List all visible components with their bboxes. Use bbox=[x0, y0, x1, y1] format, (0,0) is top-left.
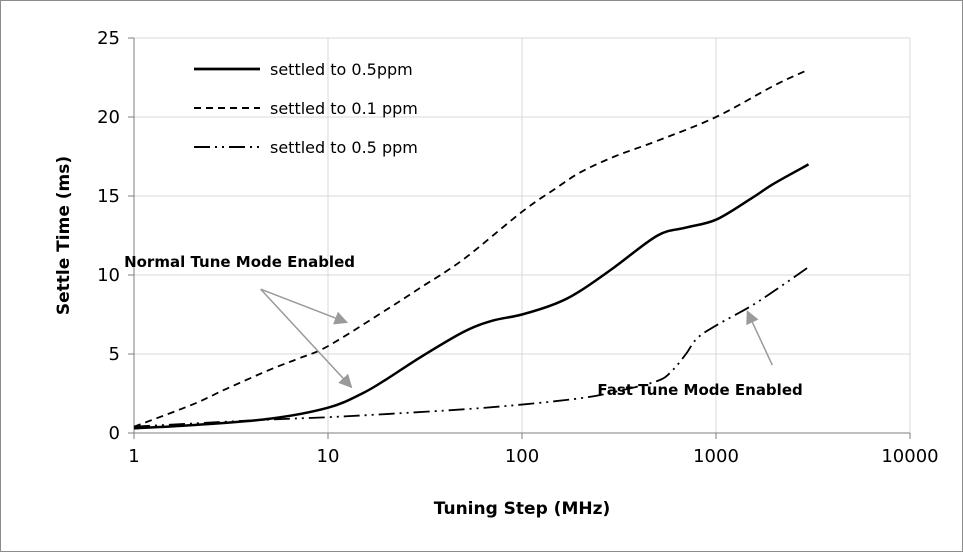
x-tick-label: 10 bbox=[317, 446, 340, 467]
annotation-label-2: Fast Tune Mode Enabled bbox=[597, 381, 802, 399]
x-tick-label: 1 bbox=[128, 446, 139, 467]
series-line-2 bbox=[133, 68, 809, 428]
x-tick-label: 10000 bbox=[881, 446, 938, 467]
annotations: Normal Tune Mode Enabled Fast Tune Mode E… bbox=[124, 253, 803, 399]
legend-label-1: settled to 0.5ppm bbox=[270, 60, 413, 79]
annotation-arrow-2-1 bbox=[746, 310, 773, 366]
y-tick-label: 10 bbox=[97, 265, 120, 286]
y-tick-label: 0 bbox=[109, 423, 120, 444]
annotation-label-1: Normal Tune Mode Enabled bbox=[124, 253, 355, 271]
gridlines bbox=[134, 37, 911, 433]
y-tick-label: 5 bbox=[109, 344, 120, 365]
y-tick-label: 15 bbox=[97, 186, 120, 207]
tick-labels: 0 5 10 15 20 25 1 10 100 1000 10000 bbox=[97, 28, 939, 467]
axis-titles: Tuning Step (MHz) Settle Time (ms) bbox=[54, 156, 610, 519]
x-tick-label: 100 bbox=[505, 446, 539, 467]
y-tick-label: 25 bbox=[97, 28, 120, 49]
legend-label-2: settled to 0.1 ppm bbox=[270, 99, 418, 118]
x-axis-title: Tuning Step (MHz) bbox=[434, 499, 611, 519]
axes bbox=[128, 37, 911, 439]
y-tick-label: 20 bbox=[97, 107, 120, 128]
x-tick-label: 1000 bbox=[693, 446, 739, 467]
legend-label-3: settled to 0.5 ppm bbox=[270, 138, 418, 157]
y-axis-title: Settle Time (ms) bbox=[54, 156, 74, 315]
legend: settled to 0.5ppm settled to 0.1 ppm settl… bbox=[194, 60, 418, 157]
annotation-arrow-1-1 bbox=[260, 288, 349, 325]
data-series bbox=[133, 68, 810, 430]
series-line-1 bbox=[133, 163, 810, 430]
series-line-3 bbox=[133, 266, 810, 428]
annotation-arrow-1-2 bbox=[260, 288, 353, 389]
